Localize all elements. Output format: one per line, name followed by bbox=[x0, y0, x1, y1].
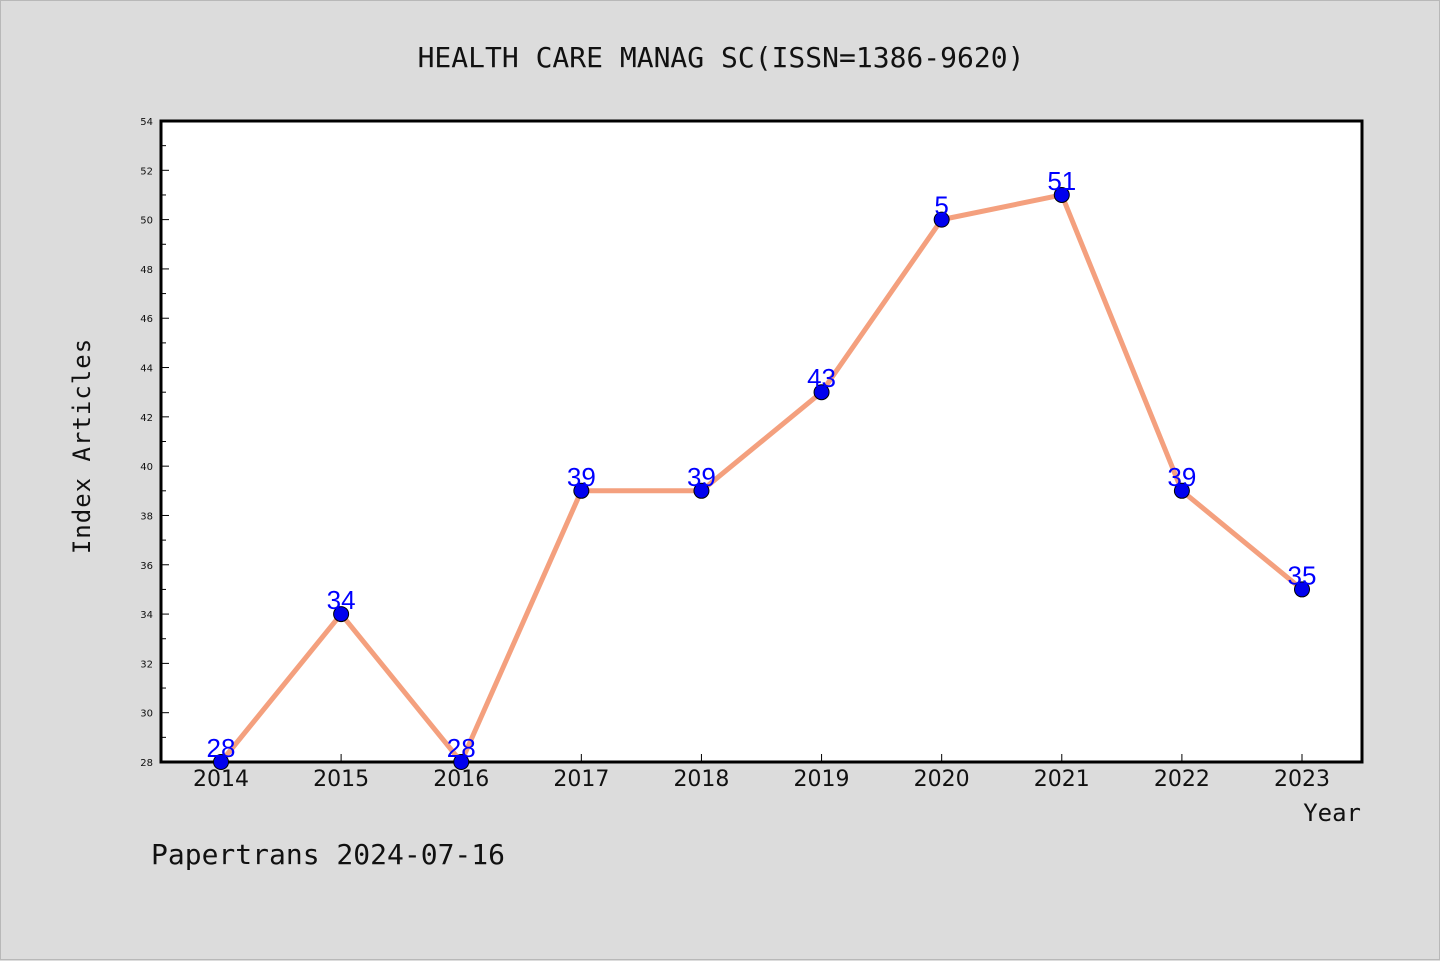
y-tick-label: 52 bbox=[140, 166, 153, 177]
x-tick-label: 2019 bbox=[794, 767, 850, 792]
data-point bbox=[813, 384, 830, 401]
y-tick-label: 34 bbox=[140, 610, 153, 621]
y-tick-label: 42 bbox=[140, 413, 153, 424]
data-labels: 28 34 28 39 39 43 5 51 39 35 bbox=[207, 166, 1317, 763]
data-point bbox=[453, 754, 470, 770]
y-tick-label: 50 bbox=[140, 216, 153, 227]
x-tick-label: 2014 bbox=[193, 767, 249, 792]
y-tick-label: 48 bbox=[140, 265, 153, 276]
data-point bbox=[213, 754, 229, 770]
y-tick-label: 38 bbox=[140, 511, 153, 522]
y-tick-label: 32 bbox=[140, 659, 153, 670]
data-label: 34 bbox=[327, 585, 356, 615]
data-label: 35 bbox=[1288, 560, 1317, 590]
data-label: 28 bbox=[207, 733, 236, 763]
data-point bbox=[933, 211, 950, 228]
x-tick-label: 2018 bbox=[673, 767, 729, 792]
y-tick-label: 28 bbox=[140, 758, 153, 769]
y-tick-label: 36 bbox=[140, 561, 153, 572]
x-tick-label: 2022 bbox=[1154, 767, 1210, 792]
data-point bbox=[573, 482, 590, 499]
data-label: 5 bbox=[934, 191, 948, 221]
y-tick-label: 44 bbox=[140, 364, 153, 375]
series-layer bbox=[213, 186, 1310, 770]
x-tick-label: 2016 bbox=[433, 767, 489, 792]
data-point bbox=[1173, 482, 1190, 499]
data-point bbox=[333, 606, 350, 623]
y-tick-label: 30 bbox=[140, 709, 153, 720]
data-label: 39 bbox=[687, 462, 716, 492]
y-tick-label: 46 bbox=[140, 314, 153, 325]
y-tick-label: 54 bbox=[140, 117, 153, 128]
series-line bbox=[218, 192, 1305, 765]
data-point bbox=[1053, 186, 1070, 203]
x-tick-label: 2023 bbox=[1274, 767, 1330, 792]
x-tick-label: 2021 bbox=[1034, 767, 1090, 792]
x-tick-label: 2015 bbox=[313, 767, 369, 792]
y-tick-label: 40 bbox=[140, 462, 153, 473]
footer-credit: Papertrans 2024-07-16 bbox=[151, 838, 505, 871]
chart-title: HEALTH CARE MANAG SC(ISSN=1386-9620) bbox=[418, 41, 1025, 74]
data-label: 51 bbox=[1047, 166, 1076, 196]
x-tick-label: 2017 bbox=[553, 767, 609, 792]
x-axis-title: Year bbox=[1303, 799, 1361, 827]
x-axis: 2014 2015 2016 2017 2018 2019 2020 2021 2022 2023 bbox=[193, 754, 1330, 792]
y-axis-title: Index Articles bbox=[68, 338, 96, 554]
data-point bbox=[693, 482, 710, 499]
y-axis: 28 30 32 34 36 38 40 42 44 46 48 50 52 54 bbox=[140, 117, 169, 769]
x-tick-label: 2020 bbox=[914, 767, 970, 792]
data-label: 39 bbox=[1167, 462, 1196, 492]
data-label: 39 bbox=[567, 462, 596, 492]
data-label: 43 bbox=[807, 363, 836, 393]
data-label: 28 bbox=[447, 733, 476, 763]
data-point bbox=[1294, 581, 1310, 598]
